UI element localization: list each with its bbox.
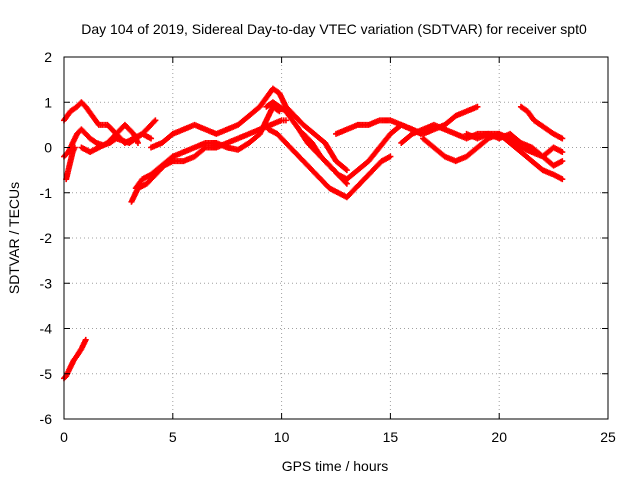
data-point <box>134 139 141 146</box>
data-point <box>282 117 289 124</box>
chart-title: Day 104 of 2019, Sidereal Day-to-day VTE… <box>81 21 587 37</box>
y-axis-label: SDTVAR / TECUs <box>6 182 22 294</box>
x-tick-label: 5 <box>169 429 177 445</box>
y-tick-label: -1 <box>40 185 53 201</box>
data-point <box>343 167 350 174</box>
y-tick-label: -6 <box>40 411 53 427</box>
series-track-02 <box>61 336 89 382</box>
axis-ticks: 0 5 10 15 20 25 -6 -5 -4 -3 -2 -1 0 1 2 <box>40 49 616 445</box>
data-point <box>152 117 159 124</box>
series-track-05 <box>78 121 141 156</box>
x-tick-label: 0 <box>60 429 68 445</box>
data-point <box>559 135 566 142</box>
data-point <box>559 149 566 156</box>
series-track-04 <box>63 144 78 183</box>
y-tick-label: 1 <box>44 94 52 110</box>
x-tick-label: 15 <box>383 429 399 445</box>
x-tick-label: 10 <box>274 429 290 445</box>
y-tick-label: -4 <box>40 321 53 337</box>
data-points <box>61 85 566 382</box>
data-point <box>559 176 566 183</box>
data-point-interp <box>151 118 158 125</box>
data-point <box>82 336 89 343</box>
y-tick-label: -5 <box>40 366 53 382</box>
x-axis-label: GPS time / hours <box>282 458 389 474</box>
data-point <box>559 158 566 165</box>
series-track-12 <box>333 103 481 137</box>
series-track-16 <box>517 103 566 142</box>
data-point <box>474 103 481 110</box>
series-track-15 <box>463 130 566 160</box>
x-tick-label: 20 <box>491 429 507 445</box>
y-tick-label: -3 <box>40 275 53 291</box>
data-point <box>387 153 394 160</box>
y-tick-label: -2 <box>40 230 53 246</box>
y-tick-label: 0 <box>44 140 52 156</box>
data-point <box>148 135 155 142</box>
x-tick-label: 25 <box>600 429 616 445</box>
data-point <box>71 144 78 151</box>
series-track-10 <box>265 126 394 201</box>
series-track-11 <box>300 121 424 183</box>
y-tick-label: 2 <box>44 49 52 65</box>
